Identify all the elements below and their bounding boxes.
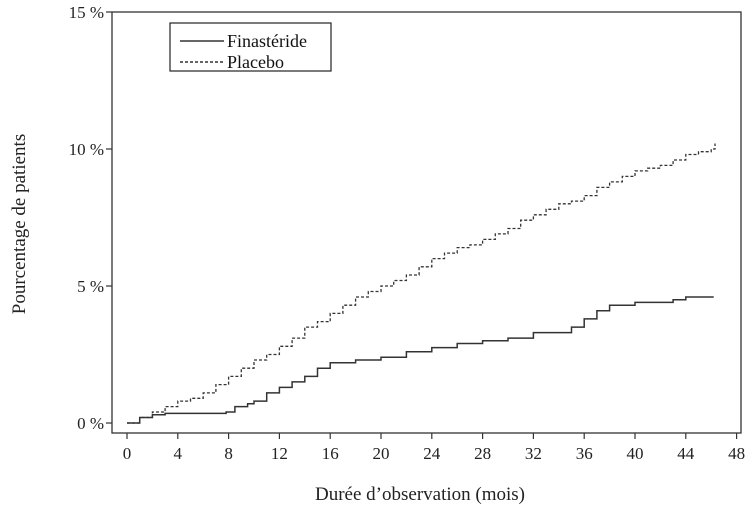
legend: Finastéride Placebo	[169, 22, 332, 72]
y-tick-label: 10 %	[69, 140, 104, 159]
x-axis: 0 4 8 12 16 20 24 28 32 36 40 44 48	[123, 433, 745, 463]
x-tick-label: 48	[728, 444, 745, 463]
x-tick-label: 8	[224, 444, 233, 463]
x-tick-label: 4	[174, 444, 183, 463]
plot-border	[111, 11, 742, 434]
plot-frame	[111, 11, 742, 434]
x-tick-label: 0	[123, 444, 132, 463]
y-tick-label: 5 %	[77, 277, 104, 296]
y-tick-label: 15 %	[69, 3, 104, 22]
x-tick-label: 16	[322, 444, 339, 463]
series-line-placebo	[127, 143, 716, 424]
series-layer	[127, 143, 716, 424]
legend-label-finasteride: Finastéride	[227, 31, 307, 51]
y-axis-title: Pourcentage de patients	[9, 134, 30, 314]
x-tick-label: 28	[474, 444, 491, 463]
x-tick-label: 44	[677, 444, 695, 463]
x-tick-label: 32	[525, 444, 542, 463]
x-tick-label: 20	[373, 444, 390, 463]
x-tick-label: 24	[423, 444, 441, 463]
x-axis-title: Durée d’observation (mois)	[315, 484, 525, 505]
series-line-finasteride	[127, 296, 714, 424]
x-tick-label: 36	[576, 444, 593, 463]
x-tick-label: 40	[627, 444, 644, 463]
legend-label-placebo: Placebo	[227, 52, 284, 72]
legend-box	[169, 22, 332, 72]
y-tick-label: 0 %	[77, 414, 104, 433]
y-axis: 0 % 5 % 10 % 15 %	[69, 3, 112, 433]
x-tick-label: 12	[271, 444, 288, 463]
